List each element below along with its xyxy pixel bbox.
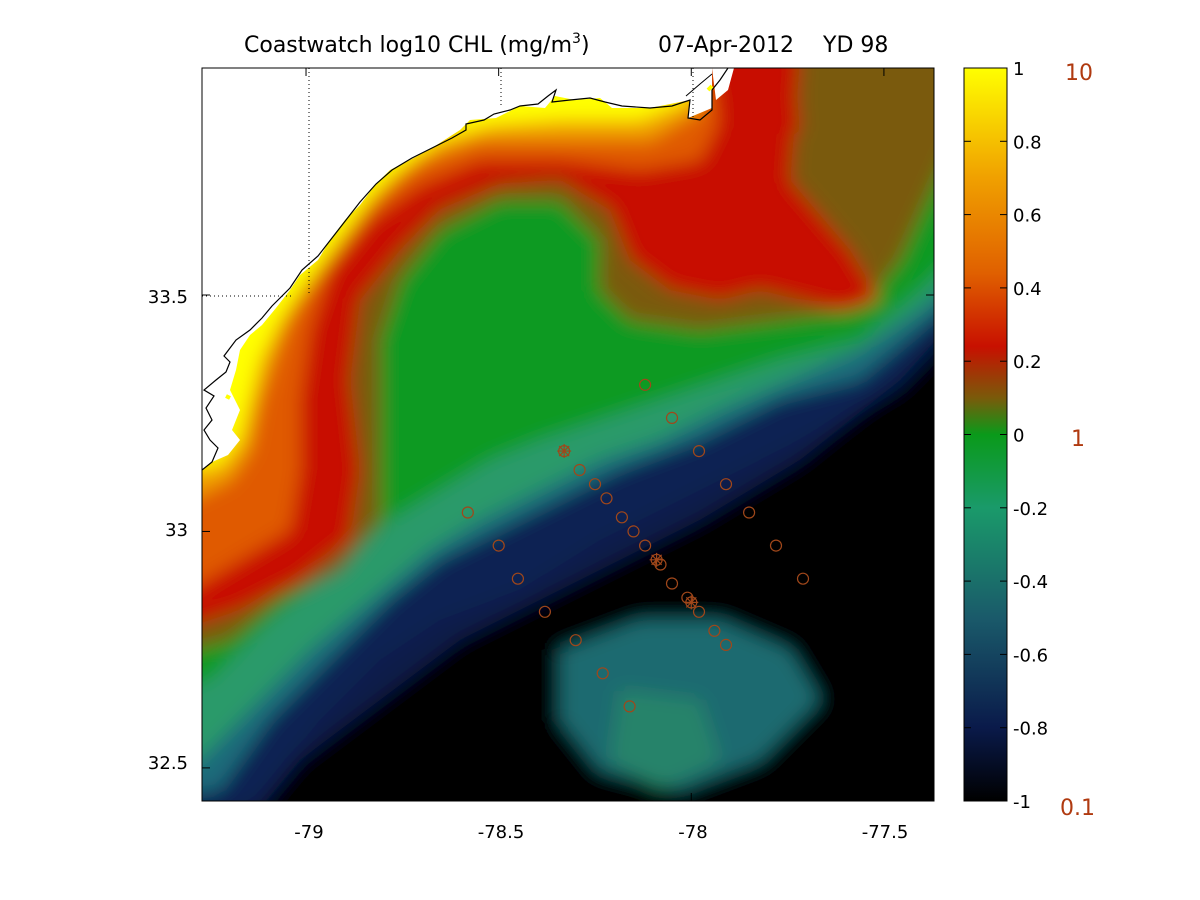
colorbar-tick-label: 0.4 xyxy=(1013,279,1042,300)
land-area xyxy=(202,68,712,470)
station-marker xyxy=(492,539,505,552)
station-marker xyxy=(638,378,652,391)
station-marker xyxy=(538,605,552,618)
colorbar-tick-label: -0.8 xyxy=(1013,719,1048,740)
station-marker xyxy=(742,506,756,519)
station-marker xyxy=(708,624,721,637)
chlorophyll-field xyxy=(202,68,934,801)
station-marker xyxy=(719,478,733,491)
colorbar-tick-label: 0 xyxy=(1013,426,1024,447)
station-markers xyxy=(461,378,810,713)
station-marker xyxy=(569,634,582,647)
y-axis: 33.5 33 32.5 xyxy=(148,287,188,774)
station-cross-marker xyxy=(649,552,664,567)
colorbar-linear-label-0.1: 0.1 xyxy=(1060,796,1095,821)
station-marker xyxy=(627,525,640,538)
map-date: 07-Apr-2012 xyxy=(658,33,794,58)
station-marker xyxy=(596,667,609,680)
station-marker xyxy=(573,463,586,477)
x-tick-label: -79 xyxy=(294,822,323,843)
axis-ticks xyxy=(202,68,934,801)
station-marker xyxy=(461,506,474,519)
colorbar-tick-label: 0.2 xyxy=(1013,352,1042,373)
station-cross-marker xyxy=(684,595,699,610)
colorbar-tick-label: 0.8 xyxy=(1013,132,1042,153)
station-marker xyxy=(692,605,706,618)
colorbar-linear-label-10: 10 xyxy=(1065,61,1093,86)
station-cross-marker xyxy=(557,444,572,459)
x-tick-label: -77.5 xyxy=(862,822,909,843)
coastline xyxy=(202,68,729,471)
station-marker xyxy=(638,539,652,552)
station-marker xyxy=(600,492,613,505)
map-yearday: YD 98 xyxy=(822,33,888,58)
station-marker xyxy=(615,511,629,524)
station-marker xyxy=(769,539,783,552)
station-marker xyxy=(692,445,706,458)
x-tick-label: -78.5 xyxy=(478,822,525,843)
station-marker xyxy=(796,572,810,585)
station-marker xyxy=(588,478,602,491)
colorbar-tick-label: -0.2 xyxy=(1013,499,1048,520)
station-marker xyxy=(665,411,679,424)
colorbar-tick-label: -0.6 xyxy=(1013,645,1048,666)
station-marker xyxy=(511,572,525,585)
map-title: Coastwatch log10 CHL (mg/m3) xyxy=(244,31,590,58)
y-tick-label: 33.5 xyxy=(148,287,188,308)
x-axis: -79 -78.5 -78 -77.5 xyxy=(294,822,908,843)
colorbar: 1 0.8 0.6 0.4 0.2 0 -0.2 -0.4 -0.6 -0.8 -1 10 1 0.… xyxy=(963,59,1095,821)
colorbar-tick-label: -0.4 xyxy=(1013,572,1048,593)
x-tick-label: -78 xyxy=(678,822,707,843)
colorbar-gradient xyxy=(963,67,1008,802)
y-tick-label: 33 xyxy=(165,520,188,541)
station-marker xyxy=(719,638,733,652)
graticule xyxy=(202,68,694,297)
y-tick-label: 32.5 xyxy=(148,753,188,774)
station-marker xyxy=(665,577,679,590)
colorbar-tick-label: -1 xyxy=(1013,792,1031,813)
station-marker xyxy=(654,558,667,571)
colorbar-tick-label: 1 xyxy=(1013,59,1024,80)
station-marker xyxy=(623,700,636,713)
colorbar-tick-label: 0.6 xyxy=(1013,206,1042,227)
colorbar-linear-label-1: 1 xyxy=(1071,427,1085,452)
map-frame xyxy=(201,67,935,802)
